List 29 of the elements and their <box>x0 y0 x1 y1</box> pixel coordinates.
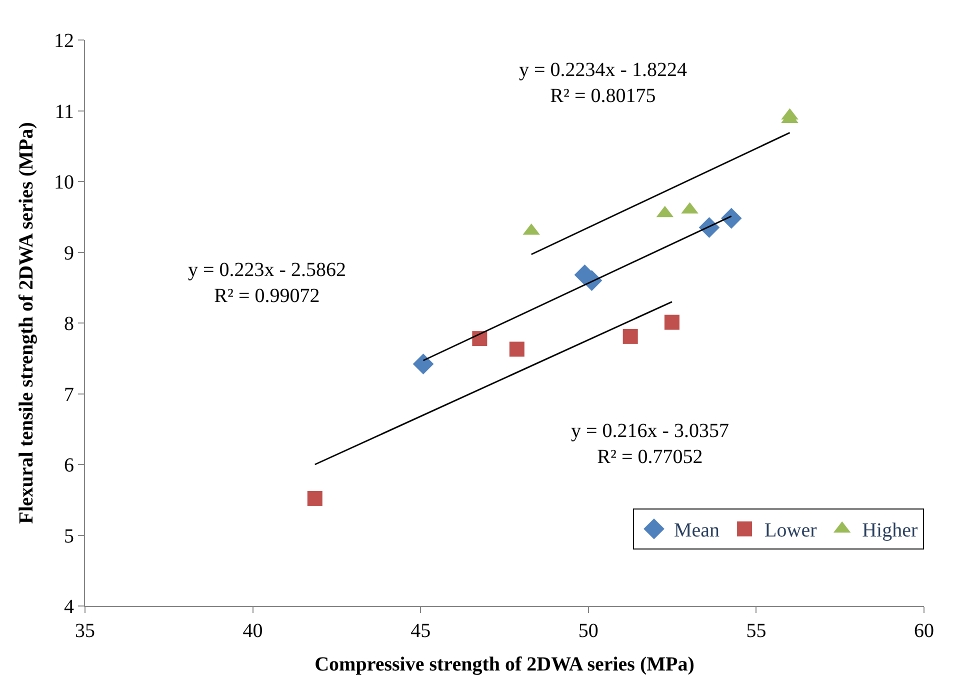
x-tick-label: 60 <box>914 620 934 642</box>
x-axis-title: Compressive strength of 2DWA series (MPa) <box>314 654 694 676</box>
y-tick-label: 11 <box>54 100 74 123</box>
point <box>307 490 322 506</box>
y-tick-label: 9 <box>64 242 74 264</box>
y-tick-label: 4 <box>64 596 74 618</box>
point <box>412 354 434 374</box>
annotation: y = 0.2234x - 1.8224 R² = 0.80175 <box>519 59 687 107</box>
x-tick-label: 35 <box>75 620 95 642</box>
annotation: y = 0.223x - 2.5862 R² = 0.99072 <box>188 259 346 307</box>
y-tick-label: 10 <box>54 172 74 194</box>
point <box>720 208 742 229</box>
legend-label: Lower <box>764 520 818 542</box>
legend-label: Higher <box>862 520 918 542</box>
y-tick-label: 6 <box>64 454 74 476</box>
y-tick-label: 7 <box>64 384 74 406</box>
y-tick-label: 8 <box>64 313 74 335</box>
y-tick-label: 12 <box>54 30 74 52</box>
legend-label: Mean <box>674 520 720 542</box>
annotation: y = 0.216x - 3.0357 R² = 0.77052 <box>571 420 729 468</box>
y-tick-label: 5 <box>64 525 74 548</box>
point <box>622 328 638 344</box>
x-tick-label: 55 <box>746 620 766 642</box>
point <box>509 342 524 357</box>
x-tick-label: 45 <box>410 620 431 642</box>
point <box>664 314 680 330</box>
y-axis-title: Flexural tensile strength of 2DWA series (MPa) <box>16 122 38 524</box>
x-tick-label: 50 <box>578 620 598 642</box>
x-tick-label: 40 <box>242 620 263 642</box>
